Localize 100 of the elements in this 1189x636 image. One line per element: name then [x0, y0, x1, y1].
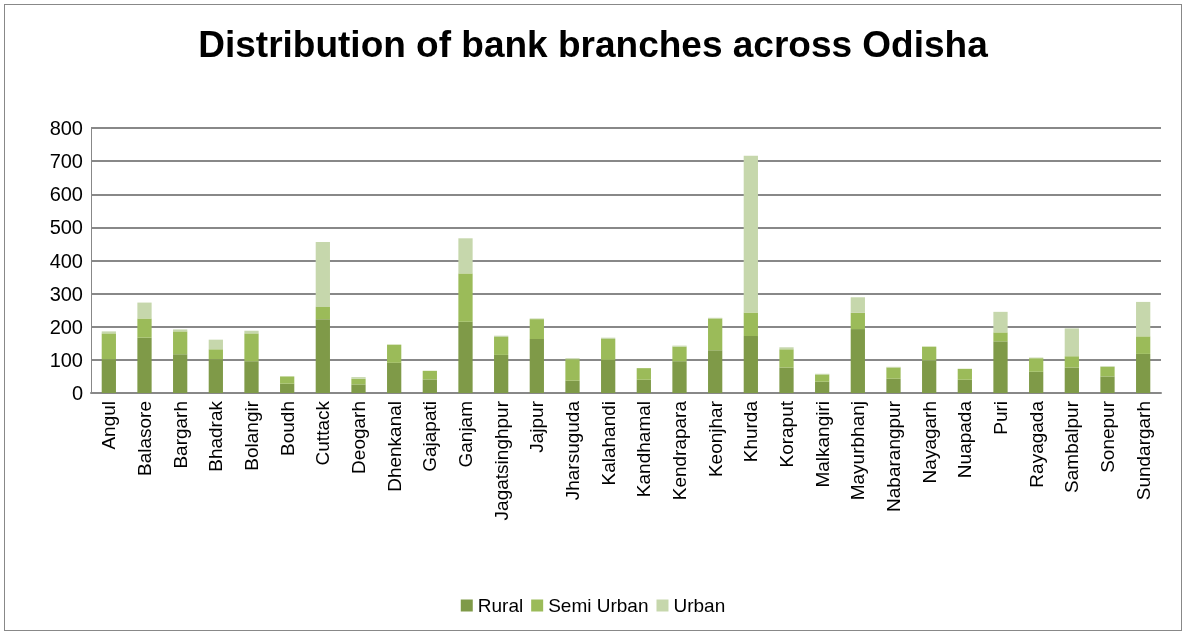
bar — [779, 367, 794, 393]
bar — [208, 339, 223, 350]
bar — [1064, 328, 1079, 357]
x-tick-label: Cuttack — [312, 400, 334, 466]
x-tick-label: Nuapada — [954, 400, 976, 479]
bar — [708, 350, 723, 393]
bar — [315, 319, 330, 393]
x-tick-label: Jagatsinghpur — [490, 400, 512, 521]
bar — [850, 297, 865, 313]
bar — [922, 346, 937, 361]
bar — [957, 379, 972, 393]
bar — [173, 331, 188, 355]
legend-label: Rural — [477, 595, 524, 616]
bar — [601, 339, 616, 360]
x-tick-label: Koraput — [776, 400, 797, 468]
bar — [565, 380, 580, 393]
y-tick-label: 500 — [49, 216, 83, 239]
bar — [173, 354, 188, 393]
bar — [387, 344, 402, 363]
legend-label: Semi Urban — [548, 595, 649, 616]
bar — [529, 319, 544, 340]
x-tick-label: Sundargarh — [1132, 401, 1154, 501]
bar — [993, 311, 1008, 333]
bar — [922, 360, 937, 393]
bar — [672, 346, 687, 362]
bar — [636, 368, 651, 380]
y-tick-label: 200 — [49, 315, 83, 338]
bar — [672, 361, 687, 393]
x-tick-label: Sambalpur — [1061, 400, 1083, 493]
bar — [850, 329, 865, 393]
x-tick-label: Dhenkanal — [383, 401, 405, 492]
bar — [458, 321, 473, 393]
bar — [494, 337, 509, 355]
bar — [529, 339, 544, 393]
bar — [1100, 366, 1115, 377]
bar — [458, 273, 473, 322]
x-tick-label: Deogarh — [348, 401, 369, 474]
bar — [458, 238, 473, 274]
bar — [494, 354, 509, 393]
x-tick-label: Kandhamal — [633, 401, 655, 498]
bar — [315, 241, 330, 307]
bar — [280, 376, 295, 384]
bar — [1136, 336, 1151, 354]
bar — [101, 333, 116, 360]
y-tick-label: 300 — [49, 282, 83, 305]
bar — [208, 349, 223, 360]
bar — [993, 332, 1008, 342]
bar — [387, 362, 402, 393]
bar — [1064, 356, 1079, 368]
bar — [815, 381, 830, 393]
bar — [244, 361, 259, 393]
bar — [601, 359, 616, 393]
bar — [351, 384, 366, 393]
x-tick-label: Kendrapara — [669, 400, 690, 501]
y-tick-label: 700 — [49, 150, 83, 173]
chart-title: Distribution of bank branches across Odisha — [198, 24, 989, 65]
bar — [1064, 367, 1079, 393]
x-tick-label: Gajapati — [419, 401, 441, 472]
bar — [1136, 353, 1151, 393]
bar — [422, 370, 437, 380]
y-tick-label: 400 — [49, 249, 83, 272]
bar — [1029, 358, 1044, 372]
bar — [565, 359, 580, 381]
x-tick-label: Nayagarh — [918, 401, 940, 484]
x-tick-label: Sonepur — [1097, 400, 1118, 473]
y-tick-label: 100 — [49, 348, 83, 371]
bar — [993, 341, 1008, 393]
x-tick-label: Khurda — [740, 400, 762, 463]
bar — [137, 337, 152, 393]
x-tick-label: Angul — [98, 401, 120, 450]
x-tick-label: Keonjhar — [704, 400, 726, 478]
bar — [1029, 371, 1044, 393]
x-tick-label: Bhadrak — [205, 400, 227, 472]
y-tick-label: 600 — [49, 183, 83, 206]
bar — [708, 318, 723, 351]
bar — [137, 302, 152, 319]
bar — [280, 383, 295, 393]
x-tick-label: Nabarangpur — [883, 400, 904, 512]
bar — [101, 359, 116, 393]
bar — [208, 359, 223, 393]
bar — [743, 312, 758, 337]
bar — [1100, 376, 1115, 393]
x-tick-label: Jharsuguda — [562, 400, 583, 501]
y-tick-label: 800 — [49, 117, 83, 139]
x-tick-label: Kalahandi — [597, 401, 619, 486]
x-tick-label: Bolangir — [241, 400, 262, 471]
bar — [850, 312, 865, 330]
bar — [779, 349, 794, 368]
bar — [137, 318, 152, 338]
bar — [351, 378, 366, 385]
bar — [244, 333, 259, 362]
x-tick-label: Malkangiri — [811, 401, 833, 488]
x-tick-label: Boudh — [276, 401, 298, 456]
bar — [815, 374, 830, 382]
bar — [743, 336, 758, 393]
x-tick-label: Ganjam — [455, 401, 476, 468]
x-tick-label: Jajpur — [526, 400, 548, 453]
bar — [743, 155, 758, 313]
x-tick-label: Puri — [990, 401, 1011, 435]
bar — [1136, 301, 1151, 337]
